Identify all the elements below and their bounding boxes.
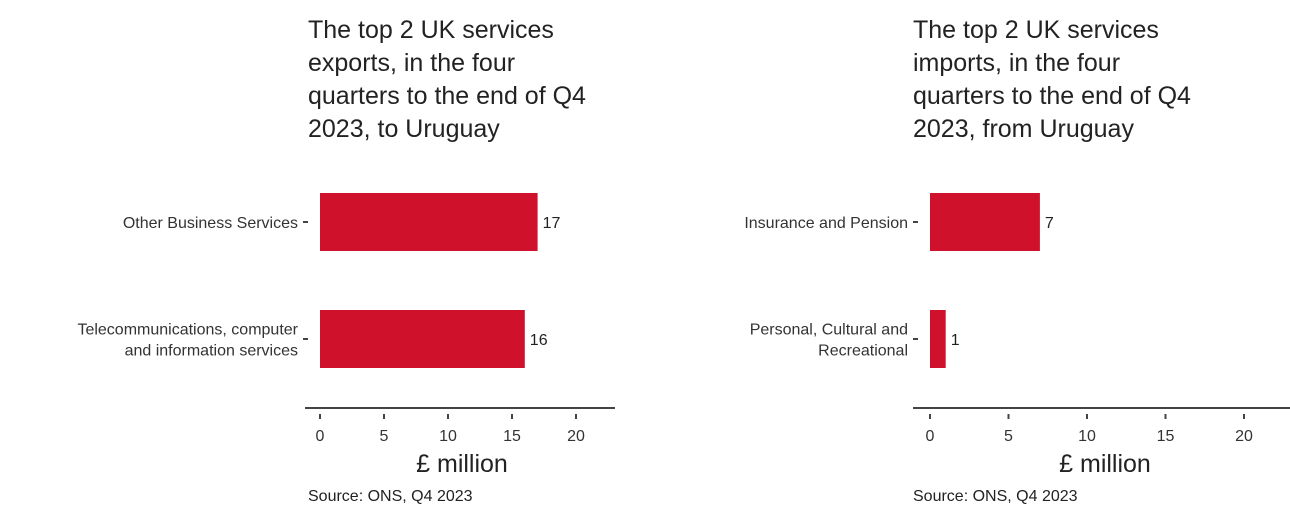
data-label: 17 xyxy=(543,215,561,232)
source-note: Source: ONS, Q4 2023 xyxy=(913,488,1078,505)
x-tick-label: 5 xyxy=(1004,428,1013,445)
chart-title-line: 2023, from Uruguay xyxy=(913,115,1134,143)
x-tick-label: 0 xyxy=(316,428,325,445)
bar xyxy=(930,193,1040,251)
category-label: and information services xyxy=(125,343,298,360)
chart-title-line: The top 2 UK services xyxy=(913,16,1159,44)
x-tick-label: 20 xyxy=(567,428,585,445)
data-label: 7 xyxy=(1045,215,1054,232)
x-axis-label: £ million xyxy=(1059,450,1151,478)
x-axis-label: £ million xyxy=(416,450,508,478)
imports-chart-panel: The top 2 UK services imports, in the fo… xyxy=(645,0,1290,506)
exports-bar-chart: 17 Other Business Services 16 Telecommunica… xyxy=(77,193,615,478)
category-label: Other Business Services xyxy=(123,215,298,232)
x-tick-label: 10 xyxy=(1078,428,1096,445)
exports-chart-panel: The top 2 UK services exports, in the fo… xyxy=(0,0,640,506)
chart-title-line: quarters to the end of Q4 xyxy=(913,82,1191,110)
source-note: Source: ONS, Q4 2023 xyxy=(308,488,473,505)
x-tick-label: 0 xyxy=(926,428,935,445)
chart-title-line: The top 2 UK services xyxy=(308,16,554,44)
x-tick-label: 5 xyxy=(380,428,389,445)
x-tick-label: 10 xyxy=(439,428,457,445)
chart-title-line: exports, in the four xyxy=(308,49,516,77)
category-label: Personal, Cultural and xyxy=(750,322,908,339)
category-label: Recreational xyxy=(818,343,908,360)
bar xyxy=(930,310,946,368)
x-tick-label: 15 xyxy=(1157,428,1175,445)
category-label: Insurance and Pension xyxy=(744,215,908,232)
chart-title-line: imports, in the four xyxy=(913,49,1121,77)
x-tick-label: 15 xyxy=(503,428,521,445)
category-label: Telecommunications, computer xyxy=(77,322,298,339)
chart-title: The top 2 UK services imports, in the fo… xyxy=(913,14,1283,146)
imports-bar-chart: 7 Insurance and Pension 1 Personal, Cultura… xyxy=(744,193,1290,478)
data-label: 16 xyxy=(530,332,548,349)
bar xyxy=(320,310,525,368)
x-tick-label: 20 xyxy=(1235,428,1253,445)
bar xyxy=(320,193,538,251)
data-label: 1 xyxy=(951,332,960,349)
chart-title-line: 2023, to Uruguay xyxy=(308,115,500,143)
chart-title-line: quarters to the end of Q4 xyxy=(308,82,586,110)
chart-title: The top 2 UK services exports, in the fo… xyxy=(308,14,638,146)
